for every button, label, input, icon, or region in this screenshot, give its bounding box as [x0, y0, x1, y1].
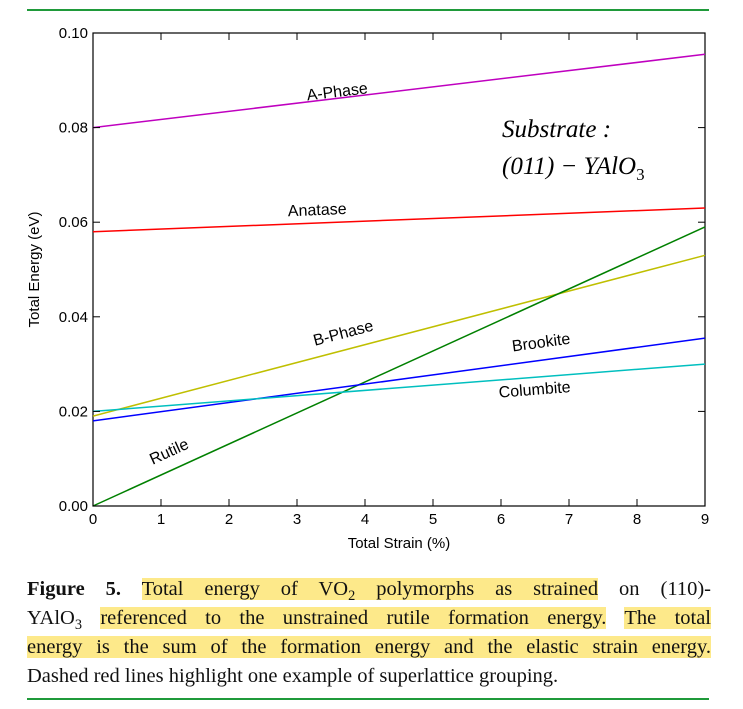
line-label-a-phase: A-Phase	[306, 80, 369, 104]
caption-sub: 2	[348, 588, 356, 605]
y-tick-label: 0.06	[59, 214, 88, 231]
series-line-anatase	[92, 207, 706, 233]
caption-sub: 3	[74, 617, 83, 634]
caption-line-2: YAlO3 referenced to the unstrained rutil…	[27, 604, 711, 633]
caption-highlight-2: referenced to the unstrained rutile form…	[100, 607, 607, 629]
series-line-b-phase	[92, 254, 706, 417]
x-tick-label: 5	[429, 511, 437, 528]
x-tick-label: 4	[361, 511, 369, 528]
x-tick-label: 0	[89, 511, 97, 528]
caption-text: on (110)-	[619, 578, 711, 600]
x-tick-label: 7	[565, 511, 573, 528]
line-label-columbite: Columbite	[498, 379, 571, 402]
plot-frame	[92, 32, 706, 507]
figure-caption: Figure 5. Total energy of VO2 polymorphs…	[27, 575, 711, 691]
caption-highlight-4: energy is the sum of the formation energ…	[27, 636, 711, 658]
caption-highlight-1: Total energy of VO2 polymorphs as strain…	[141, 578, 599, 603]
series-layer	[92, 53, 706, 507]
caption-text: Total energy of VO	[141, 578, 349, 600]
y-tick-label: 0.10	[59, 25, 88, 42]
y-tick-label: 0.08	[59, 120, 88, 137]
line-label-anatase: Anatase	[288, 201, 347, 220]
ticks-layer: 0 1 2 3 4 5 6 7 8 9 0.00 0.02 0.04 0.06 0.08 0.10	[59, 25, 709, 528]
x-tick-label: 2	[225, 511, 233, 528]
top-rule	[27, 9, 709, 11]
substrate-annotation-line2: (011) − YAlO3	[502, 153, 645, 184]
line-label-brookite: Brookite	[511, 331, 572, 356]
series-line-rutile	[92, 226, 706, 507]
caption-highlight-3: The total	[624, 607, 711, 629]
series-line-a-phase	[92, 53, 706, 129]
y-tick-label: 0.02	[59, 403, 88, 420]
caption-line-4: Dashed red lines highlight one example o…	[27, 665, 559, 687]
caption-line-1: Figure 5. Total energy of VO2 polymorphs…	[27, 575, 711, 604]
x-tick-label: 3	[293, 511, 301, 528]
y-tick-label: 0.04	[59, 309, 88, 326]
x-tick-label: 9	[701, 511, 709, 528]
substrate-annotation-line1: Substrate :	[502, 116, 611, 143]
x-tick-label: 8	[633, 511, 641, 528]
y-axis-label: Total Energy (eV)	[26, 212, 43, 328]
caption-text: YAlO	[27, 607, 75, 629]
x-tick-label: 6	[497, 511, 505, 528]
series-line-brookite	[92, 337, 706, 422]
y-tick-label: 0.00	[59, 498, 88, 515]
substrate-annotation-text: (011) − YAlO	[502, 153, 636, 180]
energy-strain-chart: 0 1 2 3 4 5 6 7 8 9 0.00 0.02 0.04 0.06 0.08 0.10 A-Pha…	[26, 25, 709, 552]
series-line-columbite	[92, 363, 706, 413]
caption-label: Figure 5.	[27, 578, 122, 600]
caption-line-3: energy is the sum of the formation energ…	[27, 633, 711, 662]
substrate-annotation-sub: 3	[636, 165, 645, 184]
x-tick-label: 1	[157, 511, 165, 528]
x-axis-label: Total Strain (%)	[348, 535, 451, 552]
bottom-rule	[27, 698, 709, 700]
caption-text: polymorphs as strained	[376, 578, 599, 600]
